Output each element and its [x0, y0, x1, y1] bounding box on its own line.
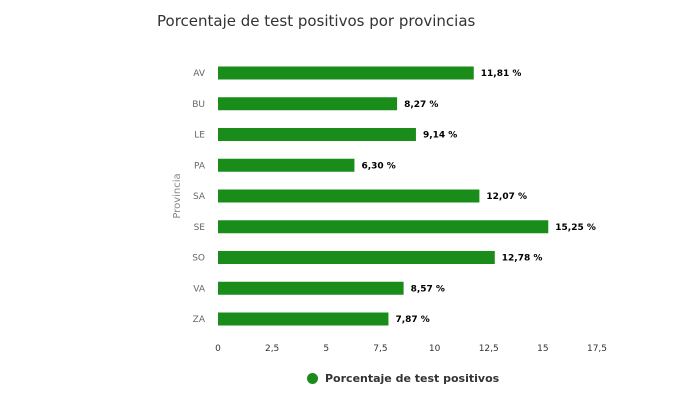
x-tick-label: 5	[323, 344, 329, 354]
bar[interactable]	[218, 312, 389, 326]
x-tick-label: 10	[429, 344, 441, 354]
category-label: SA	[193, 192, 206, 202]
y-axis-title: Provincia	[172, 173, 183, 218]
x-tick-label: 0	[215, 344, 221, 354]
bar[interactable]	[218, 158, 355, 172]
data-label: 12,78 %	[502, 254, 543, 264]
legend-label: Porcentaje de test positivos	[325, 372, 500, 385]
x-tick-label: 15	[537, 344, 548, 354]
data-label: 8,57 %	[411, 284, 445, 294]
x-tick-label: 2,5	[265, 344, 279, 354]
legend[interactable]: Porcentaje de test positivos	[307, 372, 499, 385]
bar[interactable]	[218, 220, 549, 234]
data-label: 15,25 %	[555, 223, 596, 233]
category-label: SO	[192, 254, 205, 264]
category-label: SE	[194, 223, 206, 233]
x-tick-label: 7,5	[373, 344, 387, 354]
bar[interactable]	[218, 97, 398, 111]
data-label: 6,30 %	[361, 161, 395, 171]
bar[interactable]	[218, 251, 495, 264]
bar[interactable]	[218, 189, 480, 203]
bar[interactable]	[218, 128, 416, 141]
data-label: 11,81 %	[481, 69, 522, 79]
bar[interactable]	[218, 66, 474, 80]
data-label: 8,27 %	[404, 100, 438, 110]
category-label: BU	[192, 100, 205, 110]
category-label: VA	[193, 284, 206, 294]
bar[interactable]	[218, 281, 404, 295]
legend-marker	[307, 373, 318, 384]
data-label: 12,07 %	[486, 192, 527, 202]
category-label: PA	[194, 161, 206, 171]
category-label: ZA	[193, 315, 206, 325]
category-label: LE	[194, 131, 205, 141]
data-label: 9,14 %	[423, 131, 457, 141]
x-tick-label: 17,5	[587, 344, 607, 354]
x-tick-label: 12,5	[479, 344, 499, 354]
category-label: AV	[193, 69, 206, 79]
data-label: 7,87 %	[395, 315, 429, 325]
chart-title: Porcentaje de test positivos por provinc…	[157, 12, 476, 30]
